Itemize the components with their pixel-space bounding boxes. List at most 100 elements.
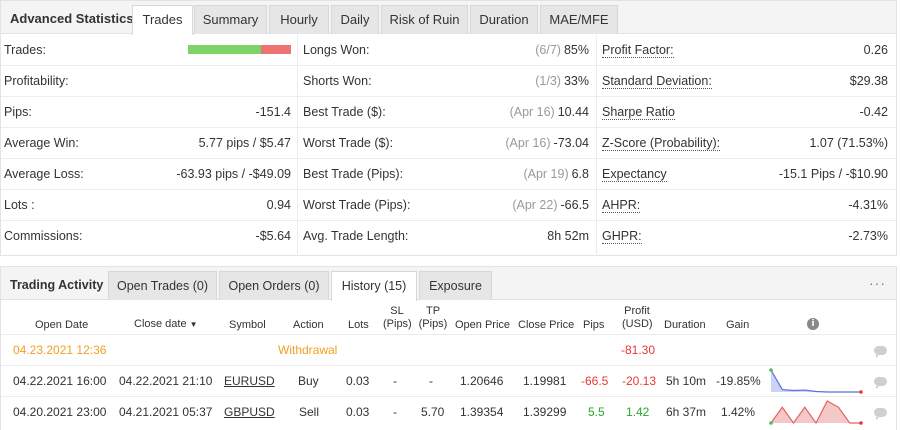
stat-label-worst-trade-pips: Worst Trade (Pips): bbox=[303, 198, 411, 212]
tab-summary[interactable]: Summary bbox=[194, 5, 267, 34]
header-action[interactable]: Action bbox=[293, 319, 324, 331]
table-row: 04.20.2021 23:00 04.21.2021 05:37 GBPUSD… bbox=[1, 396, 896, 427]
tab-duration[interactable]: Duration bbox=[470, 5, 538, 34]
z-score-label-text[interactable]: Z-Score (Probability): bbox=[602, 136, 721, 151]
cell-sl: - bbox=[393, 405, 397, 419]
cell-lots: 0.03 bbox=[346, 405, 370, 419]
stat-label-avg-trade-length: Avg. Trade Length: bbox=[303, 229, 409, 243]
stat-label-trades: Trades: bbox=[4, 43, 46, 57]
header-open-price[interactable]: Open Price bbox=[455, 319, 511, 331]
stat-value-profit-factor: 0.26 bbox=[863, 43, 888, 57]
tab-history[interactable]: History (15) bbox=[331, 271, 417, 301]
stat-value-expectancy: -15.1 Pips / -$10.90 bbox=[778, 167, 888, 181]
ghpr-label-text[interactable]: GHPR: bbox=[602, 229, 642, 244]
tab-exposure[interactable]: Exposure bbox=[419, 271, 492, 300]
stat-label-pips: Pips: bbox=[4, 105, 32, 119]
table-row: 04.23.2021 12:36 Withdrawal -81.30 bbox=[1, 334, 896, 365]
stat-label-sharpe-ratio[interactable]: Sharpe Ratio bbox=[602, 97, 675, 128]
header-close-price[interactable]: Close Price bbox=[518, 319, 575, 331]
profit-factor-label-text[interactable]: Profit Factor: bbox=[602, 43, 674, 58]
expectancy-label-text[interactable]: Expectancy bbox=[602, 167, 667, 182]
sparkline-point bbox=[859, 421, 863, 425]
stat-value-average-win: 5.77 pips / $5.47 bbox=[198, 136, 291, 150]
header-tp-unit[interactable]: (Pips) bbox=[418, 318, 448, 330]
sort-desc-icon[interactable]: ▼ bbox=[189, 320, 198, 329]
tab-open-orders[interactable]: Open Orders (0) bbox=[219, 271, 329, 300]
stat-value-standard-deviation: $29.38 bbox=[849, 74, 888, 88]
header-pips[interactable]: Pips bbox=[583, 319, 605, 331]
cell-tp: 5.70 bbox=[421, 405, 445, 419]
stat-label-z-score[interactable]: Z-Score (Probability): bbox=[602, 128, 721, 159]
ahpr-label-text[interactable]: AHPR: bbox=[602, 198, 641, 213]
stats-row: Commissions: -$5.64 Avg. Trade Length: 8… bbox=[1, 221, 896, 252]
tab-risk-of-ruin[interactable]: Risk of Ruin bbox=[381, 5, 468, 34]
header-close-date[interactable]: Close date ▼ bbox=[134, 318, 198, 331]
header-close-date-label[interactable]: Close date bbox=[134, 318, 187, 330]
sparkline-line bbox=[770, 400, 861, 425]
header-sl-unit[interactable]: (Pips) bbox=[383, 318, 412, 330]
stat-value-commissions: -$5.64 bbox=[255, 229, 291, 243]
stats-row: Average Loss: -63.93 pips / -$49.09 Best… bbox=[1, 159, 896, 190]
tab-trades[interactable]: Trades bbox=[132, 5, 193, 35]
tab-open-trades[interactable]: Open Trades (0) bbox=[108, 271, 217, 300]
stats-tabbar: Advanced Statistics Trades Summary Hourl… bbox=[1, 1, 896, 35]
stat-sub-best-trade-usd: (Apr 16) bbox=[509, 105, 555, 119]
stat-sub-longs-won: (6/7) bbox=[535, 43, 561, 57]
symbol-link[interactable]: EURUSD bbox=[224, 374, 275, 388]
stat-number-shorts-won: 33% bbox=[563, 74, 589, 88]
sparkline-point bbox=[769, 421, 773, 425]
stat-value-shorts-won: (1/3) 33% bbox=[535, 66, 589, 97]
header-duration[interactable]: Duration bbox=[664, 319, 706, 331]
comment-icon[interactable] bbox=[874, 377, 887, 389]
stat-label-standard-deviation[interactable]: Standard Deviation: bbox=[602, 66, 712, 97]
tab-daily[interactable]: Daily bbox=[331, 5, 379, 34]
header-symbol[interactable]: Symbol bbox=[229, 319, 266, 331]
stat-number-longs-won: 85% bbox=[563, 43, 589, 57]
cell-gain: 1.42% bbox=[721, 405, 756, 419]
comment-icon[interactable] bbox=[874, 346, 887, 358]
tab-mae-mfe[interactable]: MAE/MFE bbox=[540, 5, 618, 34]
stats-row: Profitability: Shorts Won: (1/3) 33% Stan… bbox=[1, 66, 896, 97]
tab-hourly[interactable]: Hourly bbox=[269, 5, 329, 34]
header-tp[interactable]: TP (Pips) bbox=[418, 305, 448, 331]
header-profit-label[interactable]: Profit bbox=[624, 305, 650, 317]
sparkline-area bbox=[771, 401, 861, 423]
stats-row: Pips: -151.4 Best Trade ($): (Apr 16) 10.… bbox=[1, 97, 896, 128]
comment-icon[interactable] bbox=[874, 408, 887, 420]
stat-label-shorts-won: Shorts Won: bbox=[303, 74, 372, 88]
stat-label-best-trade-pips: Best Trade (Pips): bbox=[303, 167, 404, 181]
activity-tabbar: Trading Activity Open Trades (0) Open Or… bbox=[1, 267, 896, 301]
stat-label-profit-factor[interactable]: Profit Factor: bbox=[602, 35, 674, 66]
stat-label-ahpr[interactable]: AHPR: bbox=[602, 190, 641, 221]
activity-panel-title: Trading Activity bbox=[10, 278, 104, 292]
cell-action: Buy bbox=[298, 374, 319, 388]
table-row: 04.22.2021 16:00 04.22.2021 21:10 EURUSD… bbox=[1, 365, 896, 396]
cell-tp: - bbox=[429, 374, 433, 388]
stat-label-longs-won: Longs Won: bbox=[303, 43, 370, 57]
info-icon[interactable]: i bbox=[807, 318, 819, 330]
cell-gain: -19.85% bbox=[716, 374, 761, 388]
stat-value-worst-trade-pips: (Apr 22) -66.5 bbox=[512, 190, 589, 221]
header-sl-label[interactable]: SL bbox=[390, 305, 404, 317]
stat-label-ghpr[interactable]: GHPR: bbox=[602, 221, 642, 252]
more-options-icon[interactable]: ··· bbox=[869, 275, 886, 291]
header-sl[interactable]: SL (Pips) bbox=[383, 305, 412, 331]
header-open-date[interactable]: Open Date bbox=[35, 319, 89, 331]
standard-deviation-label-text[interactable]: Standard Deviation: bbox=[602, 74, 712, 89]
profitability-bar bbox=[188, 45, 291, 54]
stat-label-expectancy[interactable]: Expectancy bbox=[602, 159, 667, 190]
header-tp-label[interactable]: TP bbox=[425, 305, 441, 317]
cell-duration: 5h 10m bbox=[666, 374, 707, 388]
cell-duration: 6h 37m bbox=[666, 405, 707, 419]
cell-sl: - bbox=[393, 374, 397, 388]
symbol-link[interactable]: GBPUSD bbox=[224, 405, 275, 419]
stat-number-best-trade-usd: 10.44 bbox=[557, 105, 589, 119]
stat-label-commissions: Commissions: bbox=[4, 229, 83, 243]
stat-value-best-trade-pips: (Apr 19) 6.8 bbox=[523, 159, 589, 190]
header-lots[interactable]: Lots bbox=[348, 319, 369, 331]
header-gain[interactable]: Gain bbox=[726, 319, 750, 331]
stat-sub-worst-trade-usd: (Apr 16) bbox=[505, 136, 551, 150]
sharpe-ratio-label-text[interactable]: Sharpe Ratio bbox=[602, 105, 675, 120]
header-profit[interactable]: Profit (USD) bbox=[622, 305, 653, 331]
header-profit-unit[interactable]: (USD) bbox=[622, 318, 653, 330]
